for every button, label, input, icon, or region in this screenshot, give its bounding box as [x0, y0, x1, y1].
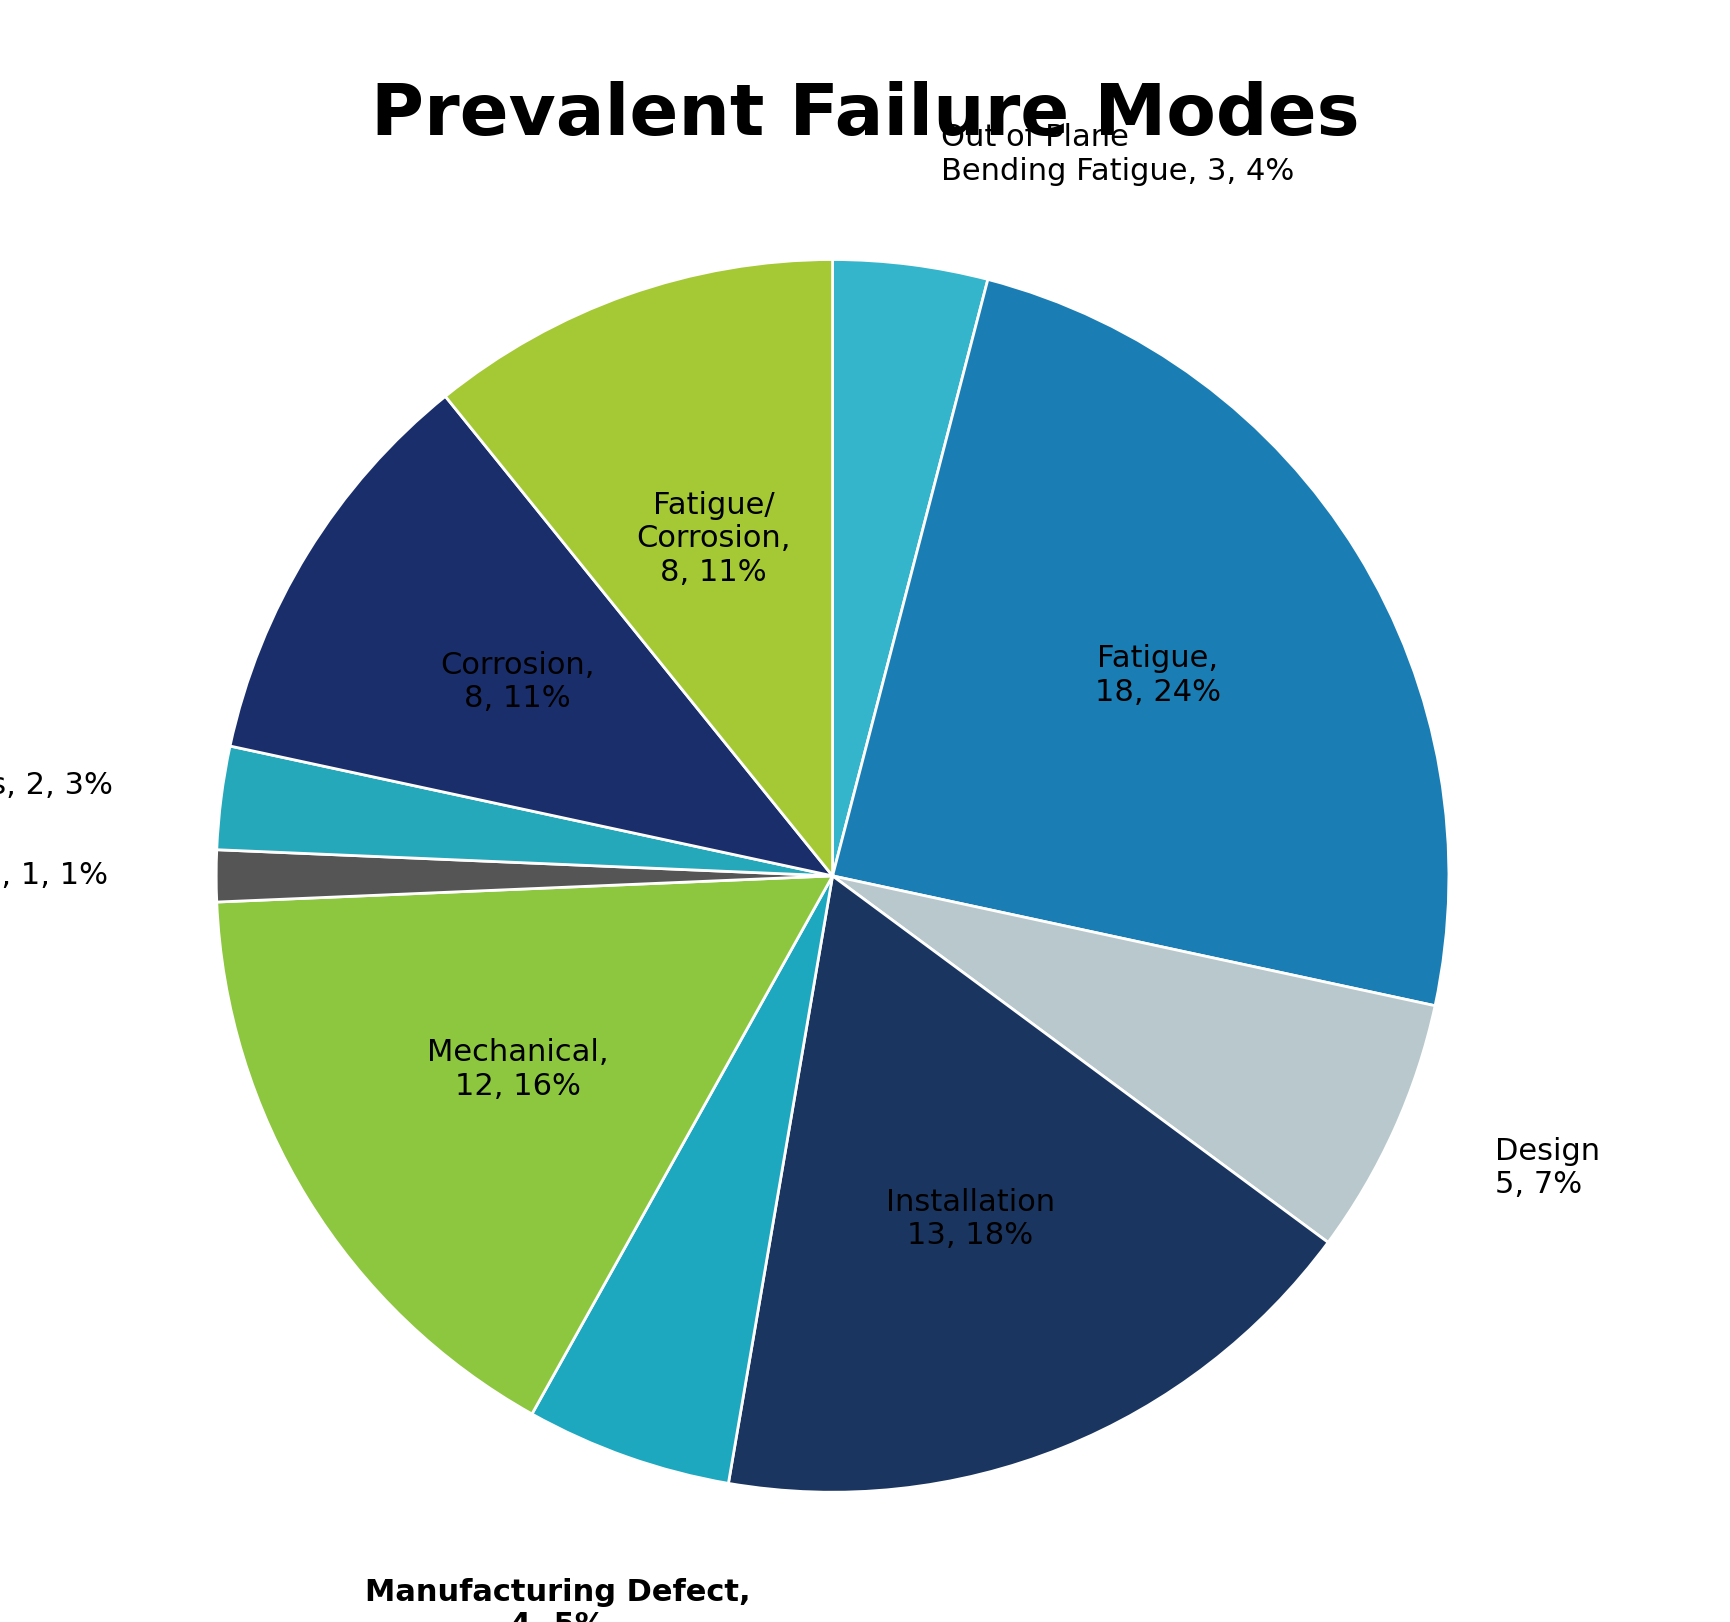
Wedge shape	[216, 876, 832, 1414]
Wedge shape	[531, 876, 832, 1484]
Wedge shape	[832, 279, 1450, 1006]
Text: Overload, 1, 1%: Overload, 1, 1%	[0, 861, 107, 890]
Text: Design
5, 7%: Design 5, 7%	[1495, 1137, 1600, 1199]
Text: Manufacturing Defect,
4, 5%: Manufacturing Defect, 4, 5%	[365, 1578, 751, 1622]
Text: Fatigue,
18, 24%: Fatigue, 18, 24%	[1095, 644, 1221, 707]
Wedge shape	[445, 260, 832, 876]
Text: Mechanical,
12, 16%: Mechanical, 12, 16%	[427, 1038, 609, 1101]
Wedge shape	[728, 876, 1329, 1492]
Wedge shape	[216, 746, 832, 876]
Text: Multiple Causes, 2, 3%: Multiple Causes, 2, 3%	[0, 772, 112, 800]
Text: Out of Plane
Bending Fatigue, 3, 4%: Out of Plane Bending Fatigue, 3, 4%	[941, 123, 1294, 187]
Text: Fatigue/
Corrosion,
8, 11%: Fatigue/ Corrosion, 8, 11%	[637, 491, 791, 587]
Wedge shape	[832, 876, 1436, 1242]
Text: Prevalent Failure Modes: Prevalent Failure Modes	[370, 81, 1360, 151]
Text: Installation
13, 18%: Installation 13, 18%	[886, 1187, 1055, 1251]
Text: Corrosion,
8, 11%: Corrosion, 8, 11%	[441, 650, 595, 714]
Wedge shape	[832, 260, 988, 876]
Wedge shape	[230, 396, 832, 876]
Wedge shape	[216, 850, 832, 902]
